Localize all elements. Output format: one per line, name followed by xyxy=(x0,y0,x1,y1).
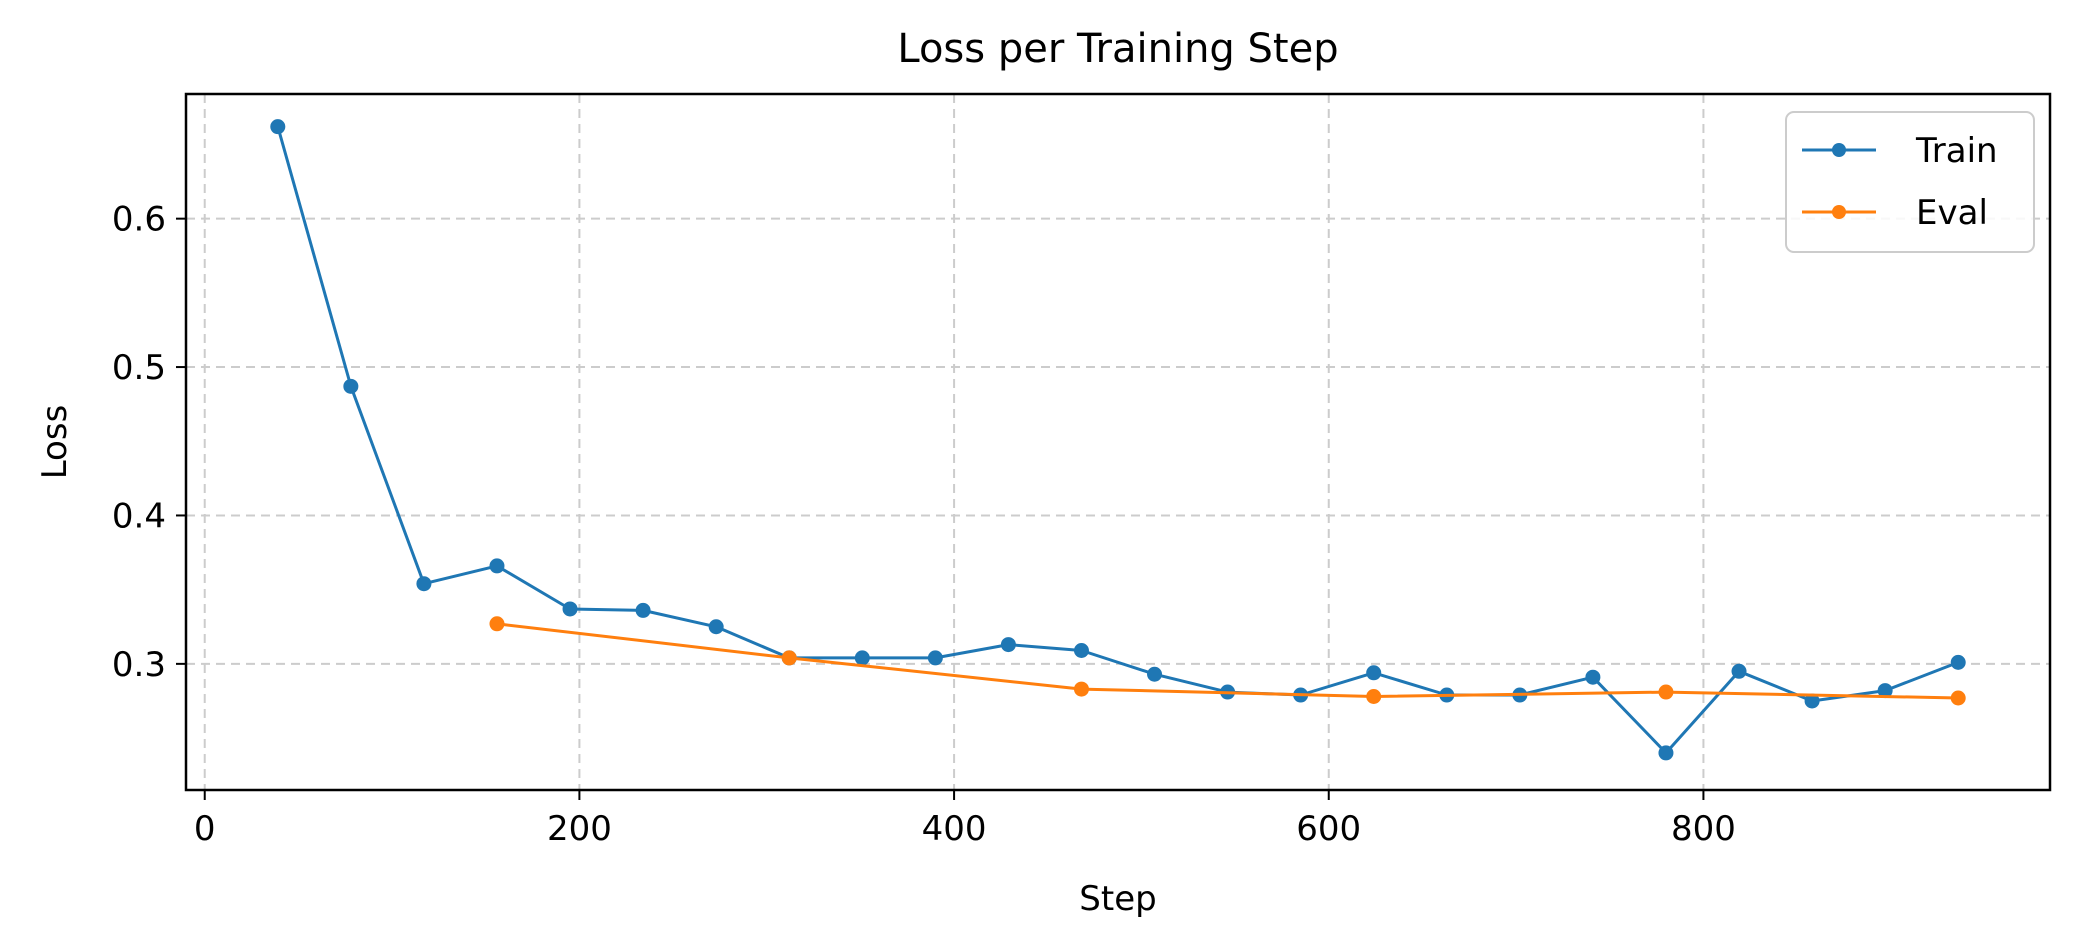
series-layer xyxy=(270,119,1966,761)
y-tick-label: 0.3 xyxy=(112,645,166,685)
data-point-train xyxy=(1585,669,1601,685)
x-tick-label: 200 xyxy=(547,809,612,849)
x-tick-label: 600 xyxy=(1296,809,1361,849)
y-axis-label: Loss xyxy=(35,405,75,480)
data-point-eval xyxy=(1073,681,1089,697)
chart-title: Loss per Training Step xyxy=(897,26,1338,72)
data-point-train xyxy=(1147,666,1163,682)
data-point-train xyxy=(854,650,870,666)
legend-box xyxy=(1785,111,2035,253)
data-point-train xyxy=(927,650,943,666)
legend-eval-marker xyxy=(1832,205,1846,219)
x-tick-label: 400 xyxy=(922,809,987,849)
legend-eval-label: Eval xyxy=(1916,193,1988,233)
y-tick-label: 0.5 xyxy=(112,348,166,388)
x-axis-label: Step xyxy=(1079,879,1156,919)
data-point-train xyxy=(1877,683,1893,699)
data-point-train xyxy=(1731,663,1747,679)
data-point-train xyxy=(1000,637,1016,653)
legend-train-marker xyxy=(1832,143,1846,157)
data-point-train xyxy=(1073,643,1089,659)
y-tick-label: 0.6 xyxy=(112,200,166,240)
data-point-train xyxy=(1804,693,1820,709)
data-point-eval xyxy=(1950,690,1966,706)
data-point-train xyxy=(635,602,651,618)
x-tick-label: 800 xyxy=(1671,809,1736,849)
series-line-train xyxy=(276,126,1959,755)
x-tick-label: 0 xyxy=(194,809,216,849)
series-line-eval xyxy=(496,622,1959,700)
data-point-train xyxy=(708,619,724,635)
data-point-train xyxy=(489,558,505,574)
data-point-eval xyxy=(1366,689,1382,705)
data-point-train xyxy=(562,601,578,617)
y-tick-label: 0.4 xyxy=(112,496,166,536)
data-point-eval xyxy=(1658,684,1674,700)
data-point-train xyxy=(1366,665,1382,681)
data-point-eval xyxy=(781,650,797,666)
data-point-train xyxy=(343,378,359,394)
legend: Train Eval xyxy=(1785,111,2035,253)
data-point-train xyxy=(1658,745,1674,761)
plot-frame xyxy=(184,92,2052,792)
axis-ticks: 0 200 400 600 800 0.3 0.4 0.5 0.6 xyxy=(112,200,1736,849)
legend-train-label: Train xyxy=(1915,131,1998,171)
data-point-train xyxy=(416,576,432,592)
data-point-eval xyxy=(489,616,505,632)
data-point-train xyxy=(270,119,286,135)
data-point-train xyxy=(1950,654,1966,670)
